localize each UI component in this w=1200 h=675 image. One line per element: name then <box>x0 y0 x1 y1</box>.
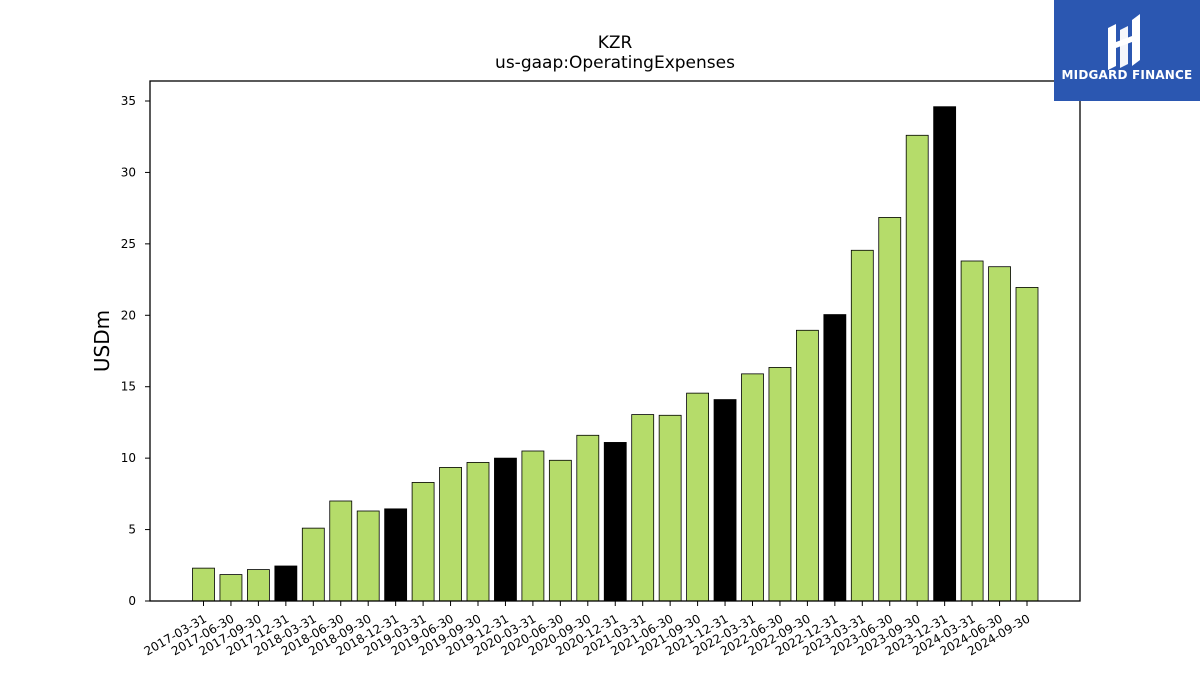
bar <box>741 373 764 602</box>
bar <box>603 442 627 602</box>
bar <box>686 392 709 602</box>
plot-frame <box>149 80 1081 602</box>
bar <box>576 434 600 602</box>
bar <box>1015 287 1039 602</box>
bar <box>384 508 408 602</box>
bar <box>192 567 215 602</box>
y-tick-label: 10 <box>121 451 136 465</box>
chart-title: KZR <box>598 33 633 53</box>
bar <box>246 569 270 602</box>
x-axis: 2017-03-312017-06-302017-09-302017-12-31… <box>142 601 1033 658</box>
bar <box>301 527 325 602</box>
bar <box>521 450 545 602</box>
bar <box>768 367 792 602</box>
bar <box>411 482 435 602</box>
bars <box>192 106 1039 602</box>
bar <box>878 217 902 602</box>
bar <box>850 249 874 602</box>
bar <box>329 500 353 602</box>
midgard-finance-logo: MIDGARD FINANCE <box>1054 0 1200 101</box>
midgard-logo-icon <box>1108 14 1140 70</box>
bar <box>219 574 243 602</box>
bar <box>466 462 490 602</box>
y-tick-label: 35 <box>121 94 136 108</box>
bar <box>713 399 737 602</box>
y-tick-label: 5 <box>128 523 136 537</box>
bar <box>658 414 682 602</box>
bar <box>960 260 984 602</box>
bar <box>988 266 1011 602</box>
bar <box>356 510 380 602</box>
y-tick-label: 20 <box>121 308 136 322</box>
bar <box>439 467 462 602</box>
bar <box>823 314 847 602</box>
y-tick-label: 15 <box>121 380 136 394</box>
y-tick-label: 0 <box>128 594 136 608</box>
y-tick-label: 30 <box>121 165 136 179</box>
bar <box>933 106 957 602</box>
y-tick-label: 25 <box>121 237 136 251</box>
logo-text: MIDGARD FINANCE <box>1061 68 1193 82</box>
bar <box>274 565 298 602</box>
chart-subtitle: us-gaap:OperatingExpenses <box>495 53 735 73</box>
y-axis-label: USDm <box>90 310 114 372</box>
y-axis: 0 5 10 15 20 25 30 35 <box>121 94 150 608</box>
bar <box>548 459 572 602</box>
bar <box>631 414 655 602</box>
bar <box>905 134 929 602</box>
bar <box>494 457 517 602</box>
bar <box>796 329 819 602</box>
